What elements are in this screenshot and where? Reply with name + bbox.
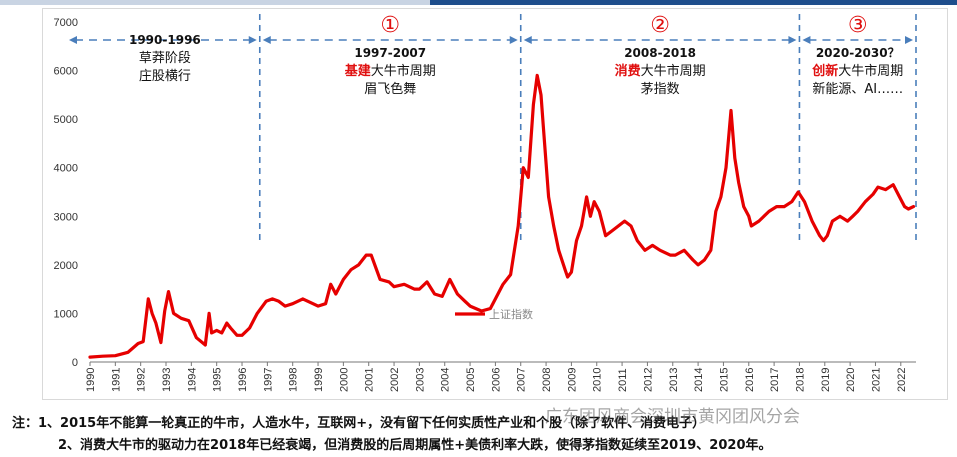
period-years: 1990-1996 [129, 33, 201, 47]
period-arrow-head-right [905, 36, 913, 44]
series-layer [88, 73, 916, 359]
x-tick-label: 2005 [465, 368, 477, 392]
period-years: 2008-2018 [624, 46, 696, 60]
period-line1-rest: 大牛市周期 [371, 63, 436, 79]
period-line2: 茅指数 [641, 82, 680, 97]
period-line2: 庄股横行 [139, 68, 191, 84]
period-red-keyword: 消费 [615, 63, 641, 79]
x-tick-label: 2002 [389, 368, 401, 392]
period-arrow-head-left [69, 36, 77, 44]
x-tick-label: 2007 [516, 368, 528, 392]
note-line-2: 2、消费大牛市的驱动力在2018年已经衰竭，但消费股的后周期属性+美债利率大跌，… [58, 438, 772, 453]
x-tick-label: 1997 [262, 368, 274, 392]
period-arrows [69, 36, 913, 44]
series-line-shanghai-index [88, 73, 916, 359]
x-tick-label: 2017 [769, 368, 781, 392]
y-tick-label: 2000 [54, 260, 78, 272]
x-tick-label: 2022 [896, 368, 908, 392]
x-tick-label: 2003 [414, 368, 426, 392]
x-tick-label: 2014 [693, 368, 705, 392]
x-tick-label: 2011 [617, 368, 629, 392]
period-arrow-head-left [262, 36, 271, 44]
chart-frame [42, 8, 948, 400]
period-line1: 消费大牛市周期 [615, 63, 706, 79]
period-line2: 新能源、AI…… [812, 81, 903, 97]
x-tick-label: 2012 [642, 368, 654, 392]
x-tick-label: 2009 [566, 368, 578, 392]
legend-label: 上证指数 [489, 307, 533, 321]
top-bar-right [430, 0, 957, 5]
period-years: 2020-2030？ [816, 46, 900, 60]
period-arrow-head-right [248, 36, 257, 44]
x-tick-label: 1992 [136, 368, 148, 392]
x-tick-label: 2019 [820, 368, 832, 392]
top-bar-left [0, 0, 430, 5]
y-tick-label: 0 [72, 357, 78, 369]
x-tick-label: 2021 [870, 368, 882, 392]
x-tick-label: 1996 [237, 368, 249, 392]
x-tick-label: 2013 [668, 368, 680, 392]
x-tick-label: 2006 [490, 368, 502, 392]
period-red-keyword: 基建 [344, 63, 371, 79]
shanghai-index-chart: 0 1000 2000 3000 4000 5000 6000 7000 1990 1991 199… [54, 13, 917, 392]
x-tick-label: 1994 [186, 368, 198, 392]
period-marker: ② [650, 13, 670, 38]
x-tick-label: 1998 [288, 368, 300, 392]
x-tick-label: 2000 [338, 368, 350, 392]
x-tick-label: 2015 [718, 368, 730, 392]
y-tick-label: 6000 [54, 66, 78, 78]
period-line1-rest: 大牛市周期 [641, 63, 706, 79]
y-tick-label: 7000 [54, 17, 78, 29]
period-arrow-head-right [788, 36, 797, 44]
y-tick-label: 4000 [54, 163, 78, 175]
period-line1: 创新大牛市周期 [811, 63, 903, 79]
period-arrow-head-left [523, 36, 532, 44]
period-years: 1997-2007 [354, 46, 426, 60]
period-arrow-head-right [509, 36, 518, 44]
x-tick-label: 1990 [85, 368, 97, 392]
period-line1-rest: 大牛市周期 [838, 63, 903, 79]
period-dividers [258, 14, 917, 240]
x-tick-label: 1991 [110, 368, 122, 392]
watermark-text: 广东团风商会深圳市黄冈团风分会 [545, 407, 800, 427]
x-tick-label: 2008 [541, 368, 553, 392]
period-labels: 1990-1996草莽阶段庄股横行①1997-2007基建大牛市周期眉飞色舞②2… [129, 13, 903, 97]
y-tick-label: 5000 [54, 114, 78, 126]
period-line1: 草莽阶段 [139, 51, 191, 66]
y-tick-label: 3000 [54, 211, 78, 223]
period-red-keyword: 创新 [811, 63, 838, 79]
y-tick-label: 1000 [54, 308, 78, 320]
period-line2: 眉飞色舞 [364, 81, 416, 97]
period-arrow-head-left [802, 36, 811, 44]
period-marker: ① [380, 13, 400, 38]
x-tick-label: 2016 [744, 368, 756, 392]
x-tick-label: 1999 [313, 368, 325, 392]
period-line1: 基建大牛市周期 [344, 63, 436, 79]
x-tick-label: 2020 [845, 368, 857, 392]
period-marker: ③ [848, 13, 868, 38]
x-tick-label: 1995 [212, 368, 224, 392]
note-line-1: 注：1、2015年不能算一轮真正的牛市，人造水牛，互联网+，没有留下任何实质性产… [12, 416, 706, 431]
x-tick-label: 1993 [161, 368, 173, 392]
x-tick-label: 2010 [592, 368, 604, 392]
x-tick-label: 2018 [794, 368, 806, 392]
x-tick-label: 2004 [440, 368, 452, 392]
chart-axes: 0 1000 2000 3000 4000 5000 6000 7000 1990 1991 199… [54, 17, 916, 392]
legend: 上证指数 [455, 307, 533, 321]
x-tick-label: 2001 [364, 368, 376, 392]
top-bar [0, 0, 957, 5]
